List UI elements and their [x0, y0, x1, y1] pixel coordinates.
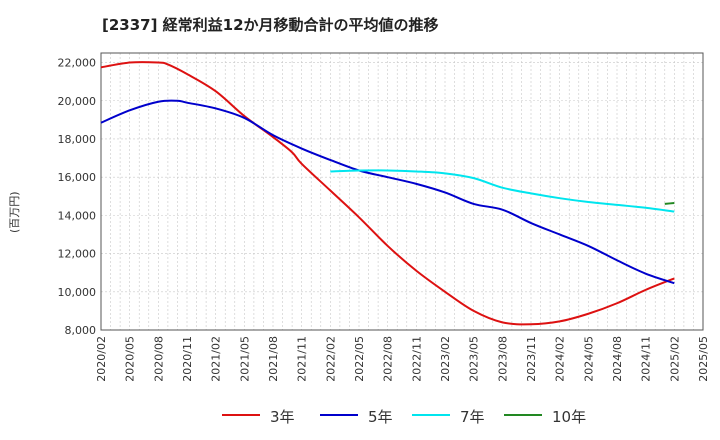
x-tick-label: 2023/02 [439, 336, 452, 382]
legend-swatch [222, 414, 260, 416]
plot-area [101, 53, 703, 330]
y-tick-label: 8,000 [65, 324, 97, 337]
legend-swatch [412, 414, 450, 416]
x-tick-label: 2025/05 [697, 336, 710, 382]
x-tick-label: 2024/08 [611, 336, 624, 382]
legend-label: 7年 [460, 408, 485, 426]
chart-title: [2337] 経常利益12か月移動合計の平均値の推移 [102, 16, 439, 34]
legend-swatch [504, 414, 542, 416]
x-tick-label: 2023/05 [468, 336, 481, 382]
y-tick-label: 18,000 [58, 133, 97, 146]
x-tick-label: 2024/02 [554, 336, 567, 382]
chart-legend: 3年 5年 7年 10年 [0, 398, 720, 432]
x-tick-label: 2020/02 [95, 336, 108, 382]
x-tick-label: 2021/11 [296, 336, 309, 382]
x-tick-label: 2022/05 [353, 336, 366, 382]
series-line-3年 [100, 61, 675, 326]
legend-label: 3年 [270, 408, 295, 426]
x-tick-label: 2023/11 [525, 336, 538, 382]
x-tick-label: 2021/05 [238, 336, 251, 382]
x-tick-label: 2022/08 [382, 336, 395, 382]
y-tick-label: 12,000 [58, 248, 97, 261]
plot-frame [100, 52, 704, 331]
y-tick-label: 22,000 [58, 57, 97, 70]
series-line-5年 [100, 99, 675, 285]
x-tick-label: 2020/05 [124, 336, 137, 382]
x-tick-label: 2024/11 [640, 336, 653, 382]
x-tick-label: 2025/02 [668, 336, 681, 382]
y-tick-label: 20,000 [58, 95, 97, 108]
legend-label: 5年 [368, 408, 393, 426]
legend-swatch [320, 414, 358, 416]
x-tick-label: 2020/11 [181, 336, 194, 382]
y-tick-label: 16,000 [58, 171, 97, 184]
legend-label: 10年 [552, 408, 587, 426]
y-tick-label: 14,000 [58, 209, 97, 222]
x-tick-label: 2024/05 [582, 336, 595, 382]
x-tick-label: 2021/02 [210, 336, 223, 382]
x-tick-label: 2020/08 [152, 336, 165, 382]
y-tick-label: 10,000 [58, 286, 97, 299]
x-tick-label: 2022/11 [410, 336, 423, 382]
series-line-10年 [664, 201, 675, 205]
x-tick-label: 2023/08 [496, 336, 509, 382]
series-line-7年 [330, 169, 675, 213]
x-tick-label: 2021/08 [267, 336, 280, 382]
x-tick-label: 2022/02 [324, 336, 337, 382]
